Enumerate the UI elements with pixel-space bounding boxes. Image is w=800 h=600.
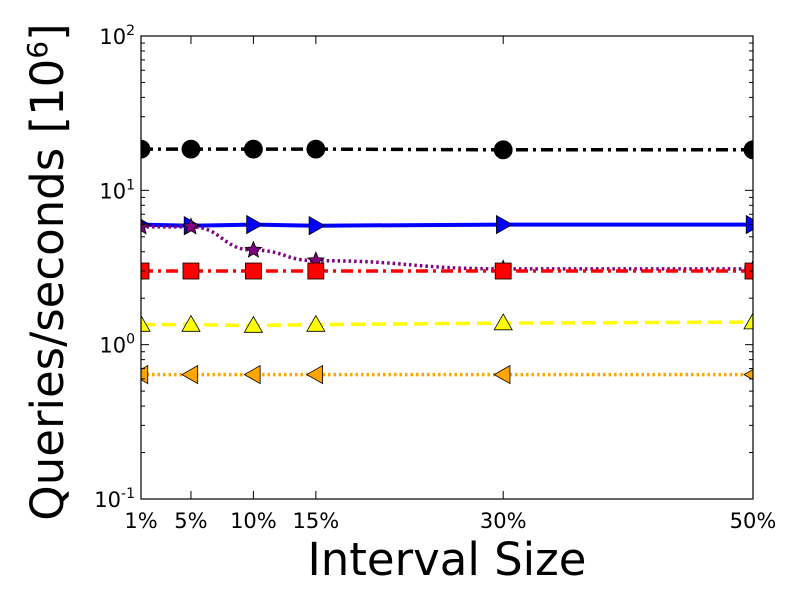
series-layer bbox=[141, 139, 753, 385]
data-point bbox=[743, 140, 753, 160]
y-tick-base: 10 bbox=[94, 488, 121, 512]
x-tick-label: 5% bbox=[174, 509, 207, 533]
y-tick-label: 100 bbox=[99, 332, 135, 358]
series-line bbox=[141, 147, 753, 152]
data-point bbox=[493, 364, 511, 385]
y-tick-label: 101 bbox=[99, 177, 135, 203]
y-tick-exponent: 2 bbox=[126, 23, 135, 39]
data-point bbox=[181, 139, 201, 159]
data-point bbox=[494, 262, 512, 280]
data-point bbox=[141, 314, 151, 332]
data-point bbox=[244, 240, 263, 258]
y-axis-title: Queries/seconds [106] bbox=[21, 23, 74, 520]
x-axis-title: Interval Size bbox=[307, 533, 586, 586]
series-triangle-up bbox=[141, 312, 753, 333]
series-line bbox=[141, 320, 753, 328]
x-tick-label: 15% bbox=[293, 509, 340, 533]
y-tick-exponent: 0 bbox=[126, 332, 135, 348]
data-point bbox=[245, 262, 262, 280]
y-tick-exponent: 1 bbox=[126, 177, 135, 193]
data-point bbox=[306, 139, 326, 159]
data-point bbox=[181, 364, 199, 385]
series-line bbox=[141, 222, 753, 228]
data-point bbox=[141, 364, 149, 385]
x-tick-label: 30% bbox=[480, 509, 527, 533]
data-point bbox=[493, 313, 513, 331]
data-point bbox=[181, 217, 201, 235]
plot-background bbox=[141, 36, 753, 499]
data-point bbox=[182, 262, 200, 280]
data-point bbox=[496, 214, 514, 235]
data-point bbox=[308, 216, 326, 236]
data-point bbox=[306, 364, 324, 385]
y-axis-title-main: Queries/seconds [10 bbox=[21, 59, 74, 521]
series-triangle-left bbox=[141, 364, 753, 385]
data-point bbox=[307, 262, 325, 280]
y-tick-base: 10 bbox=[99, 179, 126, 203]
y-tick-label: 102 bbox=[99, 23, 135, 49]
y-tick-base: 10 bbox=[99, 25, 126, 49]
data-point bbox=[493, 140, 513, 160]
data-point bbox=[244, 139, 263, 159]
x-tick-label: 50% bbox=[730, 509, 777, 533]
y-axis-title-close: ] bbox=[21, 23, 74, 41]
data-point bbox=[306, 314, 326, 332]
data-point bbox=[181, 314, 201, 332]
data-point bbox=[246, 214, 264, 235]
series-circle bbox=[141, 139, 753, 160]
data-point bbox=[243, 315, 264, 333]
x-tick-label: 10% bbox=[230, 509, 277, 533]
y-tick-base: 10 bbox=[99, 334, 126, 358]
y-axis-title-exponent: 6 bbox=[21, 41, 54, 59]
x-tick-label: 1% bbox=[124, 509, 157, 533]
data-point bbox=[141, 139, 151, 159]
data-point bbox=[743, 312, 753, 330]
y-tick-exponent: -1 bbox=[121, 486, 135, 502]
data-point bbox=[243, 364, 261, 385]
data-point bbox=[141, 217, 151, 235]
data-point bbox=[745, 214, 753, 235]
plot-frame bbox=[140, 35, 754, 500]
y-tick-label: 10-1 bbox=[94, 486, 135, 512]
